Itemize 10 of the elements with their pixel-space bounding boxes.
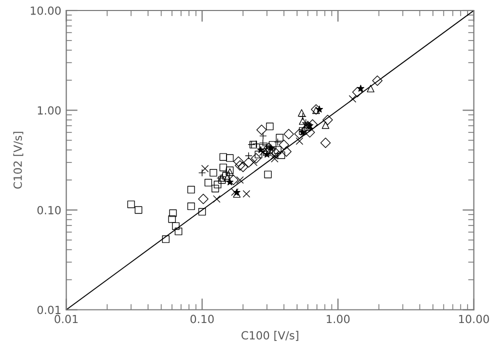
x-tick-label: 1.00 (326, 314, 350, 324)
y-tick-label: 0.10 (37, 206, 61, 214)
x-tick-label: 10.00 (459, 314, 489, 324)
x-tick-label: 0.10 (190, 314, 214, 324)
x-axis-title: C100 [V/s] (242, 330, 298, 341)
y-tick-label: 0.01 (37, 306, 60, 314)
x-tick-label: 0.01 (54, 314, 78, 324)
y-axis-title: C102 [V/s] (13, 132, 24, 189)
y-tick-label: 1.00 (38, 106, 61, 115)
y-tick-label: 10.00 (30, 6, 61, 15)
